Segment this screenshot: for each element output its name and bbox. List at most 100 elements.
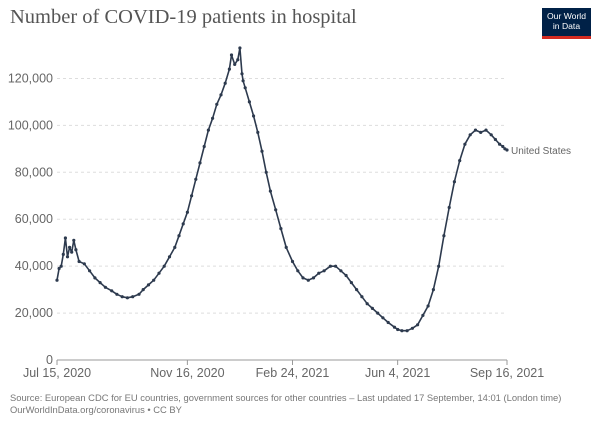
data-point [173,245,177,249]
data-point [437,264,441,268]
data-point [400,329,404,333]
data-point [141,288,145,292]
data-point [505,148,509,152]
data-point [301,276,305,280]
data-point [177,234,181,238]
data-point [98,281,102,285]
data-point [65,255,70,259]
data-point [240,72,244,76]
data-point [252,114,256,118]
data-point [227,67,231,71]
data-point [311,276,316,280]
series-layer: United States [55,46,571,333]
grid-lines [57,77,507,314]
logo-line-1: Our World [547,11,586,21]
data-point [468,133,472,137]
data-point [82,262,86,266]
data-point [431,288,435,292]
data-point [349,281,353,285]
data-point [137,292,141,296]
data-point [376,311,380,315]
data-point [93,276,97,280]
data-point [185,210,189,214]
data-point [72,238,76,242]
data-point [219,93,223,97]
x-tick-label: Nov 16, 2020 [150,366,224,380]
data-point [284,245,288,249]
data-point [405,329,409,333]
data-point [157,271,161,275]
source-note: Source: European CDC for EU countries, g… [10,392,561,415]
data-point [498,142,502,146]
data-point [211,116,215,120]
y-tick-label: 60,000 [15,212,53,226]
data-point [463,142,467,146]
data-point [290,259,295,264]
x-axis: Jul 15, 2020 Nov 16, 2020 Feb 24, 2021 Jun … [23,359,544,380]
data-point [365,302,369,306]
data-point [410,326,414,330]
data-point [77,259,81,264]
data-point [489,133,493,137]
x-tick-label: Feb 24, 2021 [256,366,330,380]
data-point [243,86,247,90]
owid-logo[interactable]: Our World in Data [542,8,591,39]
y-tick-label: 100,000 [8,118,53,132]
data-point [190,194,194,198]
data-point [152,278,156,282]
data-point [339,269,343,273]
data-point [260,149,264,153]
data-point [241,79,245,83]
data-point [344,273,348,278]
data-point [396,327,400,332]
data-point [88,269,92,273]
y-tick-label: 20,000 [15,306,53,320]
data-point [194,177,198,181]
x-tick-label: Sep 16, 2021 [470,366,544,380]
data-point [484,128,488,132]
series-line [56,47,508,332]
data-point [198,161,202,165]
data-point [63,236,67,240]
data-point [421,313,425,317]
data-point [162,264,166,268]
data-point [206,128,210,132]
data-point [236,58,240,62]
x-tick-label: Jul 15, 2020 [23,366,91,380]
data-point [233,62,237,66]
data-point [322,269,326,273]
data-point [447,205,451,210]
data-point [381,316,385,320]
y-tick-label: 40,000 [15,259,53,273]
data-point [479,130,483,134]
data-point [426,304,430,308]
data-point [279,227,283,231]
y-axis-labels: 0 20,000 40,000 60,000 80,000 100,000 120,000 [8,71,53,367]
data-point [120,295,124,299]
data-point [452,180,456,184]
data-point [386,320,390,325]
data-point [458,159,462,163]
data-point [416,323,420,327]
data-point [57,266,61,271]
x-tick-label: Jun 4, 2021 [365,366,430,380]
series-label: United States [511,146,571,157]
data-point [61,252,65,256]
data-point [355,288,359,292]
data-point [274,208,278,212]
data-point [501,144,505,149]
data-point [264,170,268,174]
data-point [268,189,272,193]
data-point [68,245,72,249]
data-point [229,53,234,57]
data-point [167,255,172,259]
chart-title: Number of COVID-19 patients in hospital [10,6,357,28]
data-point [296,269,300,273]
data-point [110,289,114,293]
data-point [223,81,227,85]
data-point [215,102,219,106]
data-point [74,248,78,252]
data-point [306,278,310,282]
data-point [247,100,251,104]
